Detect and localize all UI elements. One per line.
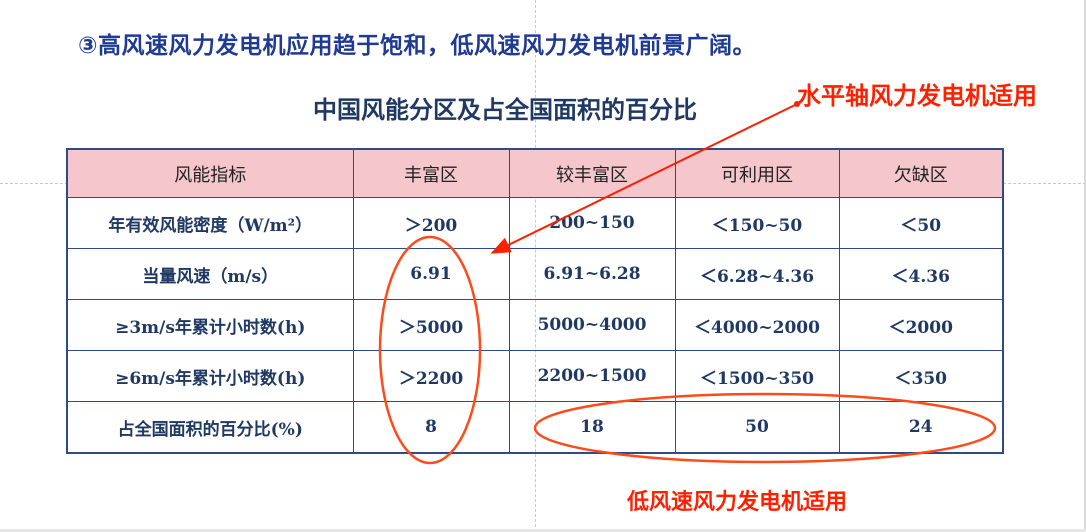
table-cell: 6.91~6.28	[508, 248, 676, 300]
table-cell: 50	[674, 401, 840, 454]
annotation-horizontal-axis-turbine: 水平轴风力发电机适用	[797, 82, 1037, 110]
table-row: 当量风速（m/s） 6.91 6.91~6.28 ＜6.28~4.36 ＜4.3…	[66, 248, 1004, 300]
table-title: 中国风能分区及占全国面积的百分比	[313, 95, 697, 124]
slide-edge-right	[1084, 0, 1086, 532]
table-row: ≥3m/s年累计小时数(h) ＞5000 5000~4000 ＜4000~200…	[66, 299, 1004, 351]
table-cell: ＞2200	[352, 350, 510, 402]
table-cell: 18	[508, 401, 676, 454]
row-label: ≥3m/s年累计小时数(h)	[66, 299, 354, 351]
table-cell: ＞200	[352, 197, 510, 249]
table-cell: ＞5000	[352, 299, 510, 351]
table-header-row: 风能指标 丰富区 较丰富区 可利用区 欠缺区	[66, 148, 1004, 198]
wind-zone-table: 风能指标 丰富区 较丰富区 可利用区 欠缺区 年有效风能密度（W/m²） ＞20…	[66, 148, 1004, 454]
table-cell: 5000~4000	[508, 299, 676, 351]
row-label: ≥6m/s年累计小时数(h)	[66, 350, 354, 402]
table-cell: ＜4000~2000	[674, 299, 840, 351]
table-cell: ＜6.28~4.36	[674, 248, 840, 300]
row-label: 年有效风能密度（W/m²）	[66, 197, 354, 249]
table-row: 占全国面积的百分比(%) 8 18 50 24	[66, 401, 1004, 454]
slide-heading: ③高风速风力发电机应用趋于饱和，低风速风力发电机前景广阔。	[78, 33, 756, 59]
table-cell: ＜4.36	[838, 248, 1004, 300]
table-cell: 2200~1500	[508, 350, 676, 402]
header-rich-zone: 丰富区	[352, 148, 510, 198]
table-cell: ＜2000	[838, 299, 1004, 351]
row-label: 当量风速（m/s）	[66, 248, 354, 300]
header-deficient-zone: 欠缺区	[838, 148, 1004, 198]
table-cell: 6.91	[352, 248, 510, 300]
table-row: ≥6m/s年累计小时数(h) ＞2200 2200~1500 ＜1500~350…	[66, 350, 1004, 402]
table-cell: ＜1500~350	[674, 350, 840, 402]
table-cell: ＜50	[838, 197, 1004, 249]
annotation-low-wind-turbine: 低风速风力发电机适用	[627, 490, 848, 515]
header-indicator: 风能指标	[66, 148, 354, 198]
header-usable-zone: 可利用区	[674, 148, 840, 198]
table-cell: 8	[352, 401, 510, 454]
table-cell: ＜350	[838, 350, 1004, 402]
slide-edge-bottom	[0, 529, 1086, 532]
table-cell: ＜150~50	[674, 197, 840, 249]
table-cell: 200~150	[508, 197, 676, 249]
table-row: 年有效风能密度（W/m²） ＞200 200~150 ＜150~50 ＜50	[66, 197, 1004, 249]
header-fairly-rich-zone: 较丰富区	[508, 148, 676, 198]
table-cell: 24	[838, 401, 1004, 454]
row-label: 占全国面积的百分比(%)	[66, 401, 354, 454]
